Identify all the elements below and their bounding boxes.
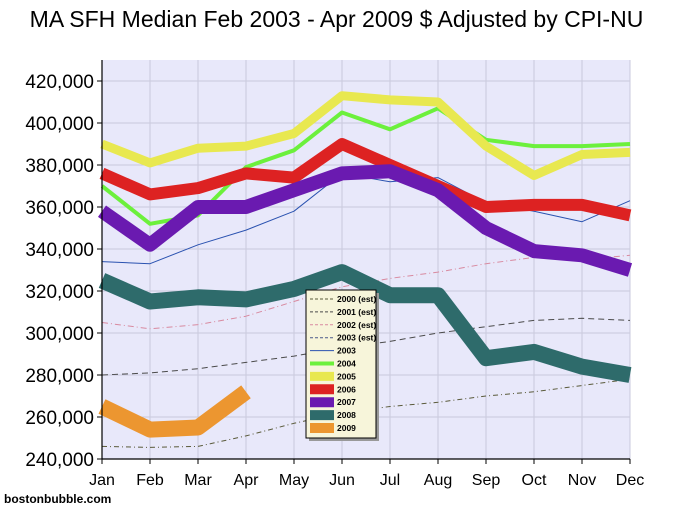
x-tick-label: Feb	[136, 472, 164, 489]
y-tick-label: 240,000	[25, 450, 94, 471]
x-tick-label: Nov	[568, 472, 596, 489]
y-tick-label: 280,000	[25, 366, 94, 387]
legend-label: 2005	[337, 371, 356, 381]
y-tick-label: 340,000	[25, 240, 94, 261]
legend-label: 2001 (est)	[337, 307, 376, 317]
legend-label: 2003 (est)	[337, 333, 376, 343]
series-line-2005	[100, 91, 631, 180]
y-tick-label: 260,000	[25, 408, 94, 429]
legend-label: 2004	[337, 359, 356, 369]
series-line-2008	[98, 264, 632, 383]
x-tick-label: Oct	[522, 472, 547, 489]
legend-label: 2000 (est)	[337, 294, 376, 304]
x-tick-label: Mar	[184, 472, 212, 489]
series-line-2006	[99, 138, 632, 222]
x-tick-label: Jan	[89, 472, 115, 489]
legend-label: 2008	[337, 410, 356, 420]
x-tick-label: May	[279, 472, 309, 489]
y-tick-label: 380,000	[25, 156, 94, 177]
series-line-2007	[97, 164, 633, 277]
series-lines	[97, 91, 633, 448]
y-tick-label: 300,000	[25, 324, 94, 345]
x-tick-label: Jun	[329, 472, 355, 489]
x-tick-label: Apr	[234, 472, 260, 489]
x-tick-label: Aug	[424, 472, 452, 489]
credit-label: bostonbubble.com	[4, 492, 112, 506]
y-tick-label: 400,000	[25, 114, 94, 135]
x-tick-label: Dec	[616, 472, 644, 489]
axes: 240,000 260,000 280,000 300,000 320,000 340,0…	[25, 60, 644, 489]
x-tick-label: Jul	[380, 472, 400, 489]
legend-label: 2006	[337, 384, 356, 394]
legend: 2000 (est) 2001 (est) 2002 (est) 2003 (est)…	[305, 289, 379, 441]
y-tick-label: 420,000	[25, 72, 94, 93]
legend-label: 2003	[337, 346, 356, 356]
legend-label: 2009	[337, 423, 356, 433]
legend-label: 2007	[337, 397, 356, 407]
series-line-2009	[98, 385, 251, 438]
y-tick-label: 320,000	[25, 282, 94, 303]
chart-title: MA SFH Median Feb 2003 - Apr 2009 $ Adju…	[29, 6, 644, 32]
y-tick-label: 360,000	[25, 198, 94, 219]
legend-label: 2002 (est)	[337, 320, 376, 330]
x-tick-label: Sep	[472, 472, 501, 489]
